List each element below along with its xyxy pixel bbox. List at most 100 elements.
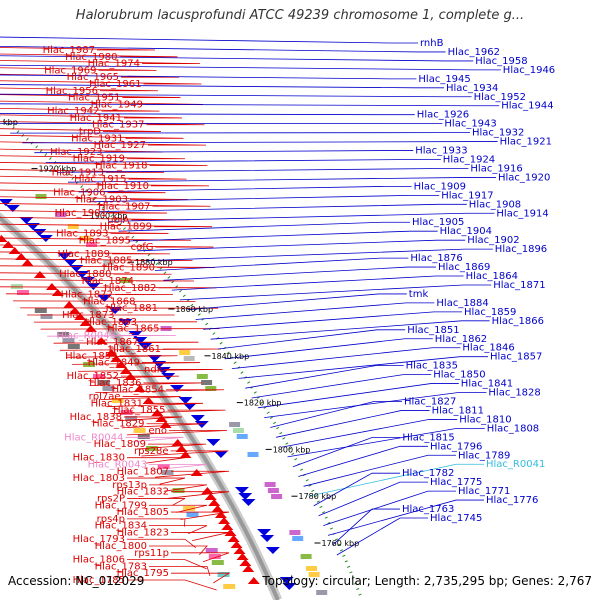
- connector-right: [179, 284, 492, 301]
- gene-label-right: Hlac_1745: [430, 513, 482, 524]
- gene-label-left: Hlac_1889: [58, 249, 110, 260]
- connector-left: [83, 375, 180, 379]
- gene-label-left: Hlac_1987: [43, 45, 95, 56]
- forward-gene-arrow: [218, 517, 231, 524]
- connector-left: [0, 182, 210, 187]
- connector-right: [127, 230, 438, 242]
- gene-label-left: Hlac_1829: [92, 419, 144, 430]
- gene-label-right: Hlac_1789: [458, 450, 510, 461]
- gene-label-left: Hlac_1807: [117, 466, 169, 477]
- reverse-gene-arrow: [190, 415, 205, 422]
- connector-left: [0, 121, 205, 126]
- tick-label: 1920 kbp: [39, 165, 77, 174]
- gene-label-right: Hlac_1796: [430, 441, 482, 452]
- gene-label-left: Hlac_1867: [86, 337, 138, 348]
- forward-gene-arrow: [236, 553, 249, 560]
- forward-gene-arrow: [230, 541, 243, 548]
- connector-right: [108, 212, 495, 222]
- gene-label-left: Hlac_1868: [83, 296, 135, 307]
- tick-label: 1880 kbp: [135, 258, 173, 267]
- cog-block: [80, 236, 91, 241]
- gene-label-left: Hlac_1881: [106, 303, 158, 314]
- reverse-gene-arrow: [108, 307, 123, 314]
- cog-block: [267, 488, 279, 493]
- connector-left: [127, 477, 186, 485]
- gene-label-right: Hlac_1850: [433, 370, 485, 381]
- gene-label-right: Hlac_1810: [459, 414, 511, 425]
- connector-right: [146, 248, 493, 262]
- gene-label-left: Hlac_1795: [117, 568, 169, 579]
- connector-left: [47, 334, 177, 337]
- connector-left: [127, 518, 186, 527]
- gene-label-left: Hlac_1910: [97, 181, 149, 192]
- connector-right: [0, 74, 417, 80]
- gene-label-left: Hlac_1852: [67, 371, 119, 382]
- cog-block: [161, 470, 174, 475]
- gene-label-left: Hlac_1980: [65, 52, 117, 63]
- forward-gene-arrow: [201, 487, 214, 494]
- reverse-gene-arrow: [213, 451, 228, 458]
- cog-block: [205, 386, 217, 391]
- gene-label-left: Hlac_R0044: [64, 432, 123, 443]
- map-title: Halorubrum lacusprofundi ATCC 49239 chro…: [75, 8, 525, 23]
- cog-block: [55, 212, 67, 217]
- cog-block: [86, 242, 97, 247]
- connector-right: [327, 499, 484, 536]
- cog-block: [57, 332, 70, 337]
- gene-label-left: Hlac_1809: [94, 439, 146, 450]
- connector-left: [0, 189, 166, 194]
- connector-left: [66, 355, 178, 358]
- connector-right: [318, 481, 428, 517]
- gene-label-right: Hlac_1869: [438, 262, 490, 273]
- connector-right: [34, 150, 414, 154]
- connector-left: [0, 128, 162, 132]
- gene-label-right: Hlac_1909: [414, 181, 466, 192]
- gene-label-right: Hlac_1859: [464, 307, 516, 318]
- connector-right: [245, 365, 404, 389]
- gene-label-left: Hlac_1899: [100, 222, 152, 233]
- forward-gene-arrow: [74, 313, 87, 320]
- cog-block: [137, 434, 150, 439]
- cog-block: [196, 374, 208, 379]
- gene-label-left: rps4p: [97, 514, 125, 525]
- gene-label-left: Hlac_1931: [71, 133, 123, 144]
- reverse-gene-arrow: [0, 199, 13, 206]
- cog-block: [264, 482, 276, 487]
- connector-left: [72, 362, 201, 365]
- gene-label-left: Hlac_1885: [80, 256, 132, 267]
- gene-label-right: Hlac_1811: [432, 405, 484, 416]
- forward-gene-arrow: [208, 499, 221, 506]
- forward-gene-arrow: [239, 559, 252, 566]
- connector-right: [0, 93, 472, 98]
- gene-label-left: rpl7ae: [89, 392, 121, 403]
- connector-left: [171, 532, 230, 541]
- connector-left: [149, 464, 208, 471]
- gene-label-left: Hlac_1806: [73, 555, 125, 566]
- connector-right: [217, 329, 406, 350]
- connector-right: [195, 302, 435, 320]
- connector-right: [78, 185, 412, 193]
- gene-label-left: Hlac_1855: [113, 405, 165, 416]
- cog-block: [211, 560, 224, 565]
- tick-label: 1860 kbp: [175, 305, 213, 314]
- forward-gene-arrow: [224, 529, 237, 536]
- gene-label-left: Hlac_1800: [95, 541, 147, 552]
- connector-left: [127, 579, 217, 591]
- gene-label-left: Hlac_1836: [89, 378, 141, 389]
- gene-label-right: Hlac_1846: [462, 343, 514, 354]
- connector-left: [121, 423, 205, 429]
- cog-block: [102, 386, 115, 391]
- reverse-gene-arrow: [257, 529, 272, 536]
- reverse-gene-arrow: [19, 217, 34, 224]
- gene-label-right: Hlac_1914: [496, 208, 548, 219]
- gene-label-left: rps13p: [112, 480, 147, 491]
- forward-gene-arrow: [211, 505, 224, 512]
- connector-left: [116, 416, 183, 422]
- connector-left: [149, 545, 208, 555]
- gene-label-right: Hlac_1862: [435, 334, 487, 345]
- connector-right: [336, 517, 428, 556]
- guide-arc: [0, 115, 363, 599]
- connector-left: [126, 430, 228, 436]
- gene-label-right: Hlac_1902: [467, 235, 519, 246]
